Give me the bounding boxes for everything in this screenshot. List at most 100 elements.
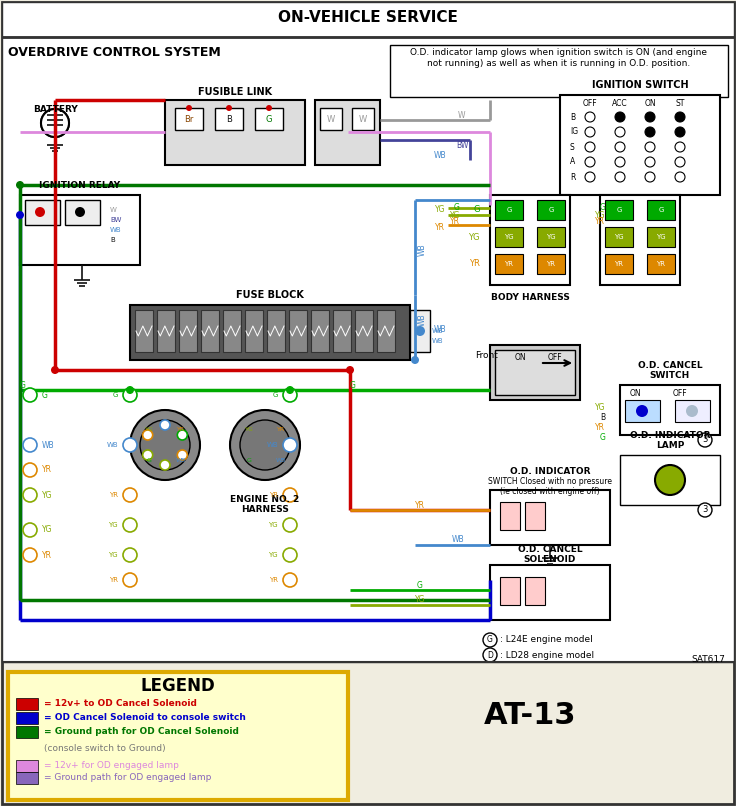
Text: G: G [266, 114, 272, 123]
Text: SWITCH Closed with no pressure: SWITCH Closed with no pressure [488, 477, 612, 487]
Circle shape [585, 112, 595, 122]
Text: YG: YG [145, 427, 154, 432]
Bar [647, 254, 675, 274]
Text: W: W [459, 110, 466, 119]
Bar [157, 310, 175, 352]
Circle shape [675, 127, 685, 137]
Text: G: G [487, 635, 493, 645]
Text: G: G [42, 390, 48, 400]
Bar [201, 310, 219, 352]
Text: WB: WB [418, 243, 427, 256]
Text: W: W [359, 114, 367, 123]
Text: ON: ON [644, 98, 656, 107]
Text: LAMP: LAMP [656, 441, 684, 450]
Circle shape [123, 488, 137, 502]
Text: O.D. indicator lamp glows when ignition switch is ON (and engine
not running) as: O.D. indicator lamp glows when ignition … [411, 48, 707, 68]
Text: G: G [599, 203, 605, 213]
Bar [16, 712, 38, 724]
Circle shape [675, 157, 685, 167]
Text: IGNITION SWITCH: IGNITION SWITCH [592, 80, 688, 90]
Bar [16, 772, 38, 784]
Text: G: G [147, 458, 152, 463]
Text: YG: YG [269, 552, 278, 558]
Bar [490, 345, 580, 400]
Circle shape [283, 438, 297, 452]
Text: = OD Cancel Solenoid to console switch: = OD Cancel Solenoid to console switch [44, 713, 246, 722]
Text: G: G [272, 392, 278, 398]
Circle shape [411, 356, 419, 364]
Circle shape [177, 430, 188, 440]
Text: WB: WB [418, 314, 427, 326]
Bar [65, 200, 100, 225]
Bar [16, 760, 38, 772]
Bar [179, 310, 197, 352]
Text: 3: 3 [702, 435, 708, 444]
Bar [537, 227, 565, 247]
Circle shape [585, 172, 595, 182]
Bar [223, 310, 241, 352]
Circle shape [177, 450, 188, 460]
Text: 3: 3 [702, 505, 708, 514]
Text: YR: YR [269, 492, 278, 498]
Bar [333, 310, 351, 352]
Text: Front: Front [475, 351, 498, 359]
Bar [495, 350, 575, 395]
Text: YG: YG [108, 552, 118, 558]
Text: ON: ON [629, 388, 641, 397]
Text: WB: WB [110, 227, 121, 233]
Text: ON: ON [514, 352, 526, 362]
Circle shape [283, 388, 297, 402]
Text: WB: WB [432, 338, 444, 344]
Bar [495, 254, 523, 274]
Text: = Ground path for OD Cancel Solenoid: = Ground path for OD Cancel Solenoid [44, 728, 239, 737]
Bar [647, 227, 675, 247]
Bar [490, 490, 610, 545]
Bar [255, 108, 283, 130]
Bar [605, 200, 633, 220]
Text: = 12v+ for OD engaged lamp: = 12v+ for OD engaged lamp [44, 762, 179, 771]
Text: D: D [487, 650, 493, 659]
Circle shape [123, 388, 137, 402]
Circle shape [160, 420, 170, 430]
Circle shape [483, 633, 497, 647]
Text: YG: YG [434, 206, 445, 214]
Bar [165, 100, 305, 165]
Circle shape [675, 112, 685, 122]
Text: YR: YR [435, 223, 445, 232]
Text: YR: YR [595, 423, 605, 433]
Circle shape [415, 326, 425, 336]
Text: B: B [226, 114, 232, 123]
Text: G: G [548, 207, 553, 213]
Text: YG: YG [415, 596, 425, 604]
Text: IG: IG [570, 127, 578, 136]
Bar [16, 698, 38, 710]
Text: W: W [327, 114, 335, 123]
Circle shape [615, 157, 625, 167]
Text: O.D. CANCEL: O.D. CANCEL [517, 546, 582, 555]
Text: YR: YR [42, 466, 52, 475]
Bar [500, 502, 520, 530]
Circle shape [41, 109, 69, 137]
Circle shape [140, 420, 190, 470]
Text: : LD28 engine model: : LD28 engine model [500, 650, 594, 659]
Text: YR: YR [615, 261, 623, 267]
Text: FUSE BLOCK: FUSE BLOCK [236, 290, 304, 300]
Bar [410, 310, 430, 352]
Text: AT-13: AT-13 [484, 700, 576, 729]
Bar [16, 726, 38, 738]
Text: OFF: OFF [583, 98, 598, 107]
Circle shape [655, 465, 685, 495]
Text: BW: BW [456, 140, 468, 149]
Circle shape [123, 573, 137, 587]
Text: YR: YR [504, 261, 514, 267]
Circle shape [645, 142, 655, 152]
Text: ENGINE NO. 2: ENGINE NO. 2 [230, 496, 300, 505]
Circle shape [240, 420, 290, 470]
Circle shape [698, 503, 712, 517]
Bar [390, 45, 728, 97]
Text: SAT617: SAT617 [691, 655, 725, 664]
Circle shape [126, 386, 134, 394]
Bar [8, 672, 348, 800]
Circle shape [23, 463, 37, 477]
Circle shape [23, 438, 37, 452]
